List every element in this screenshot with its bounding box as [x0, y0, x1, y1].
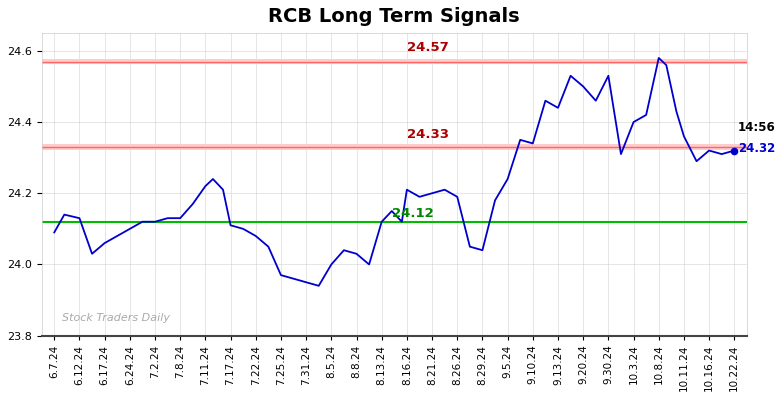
Text: 14:56: 14:56 — [738, 121, 776, 134]
Text: 24.33: 24.33 — [407, 128, 449, 141]
Bar — [42, 144, 747, 150]
Bar — [42, 59, 747, 64]
Text: Stock Traders Daily: Stock Traders Daily — [62, 313, 170, 323]
Text: 24.12: 24.12 — [392, 207, 434, 220]
Text: 24.57: 24.57 — [407, 41, 448, 54]
Point — [728, 147, 741, 154]
Text: 24.32: 24.32 — [738, 142, 775, 155]
Title: RCB Long Term Signals: RCB Long Term Signals — [268, 7, 520, 26]
